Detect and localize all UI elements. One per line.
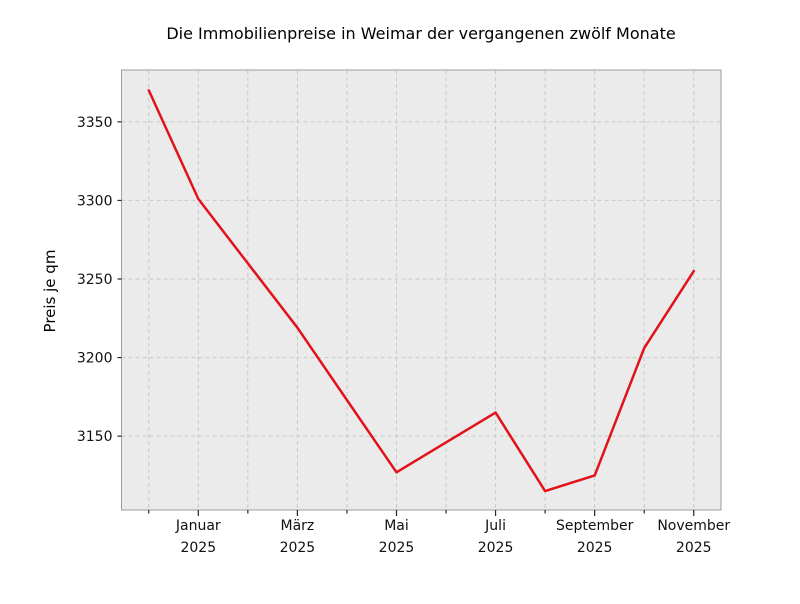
chart-title: Die Immobilienpreise in Weimar der verga…	[166, 24, 676, 43]
x-tick-label-year: 2025	[180, 540, 216, 556]
x-tick-label-year: 2025	[379, 540, 415, 556]
y-tick-label: 3200	[77, 351, 113, 367]
y-tick-label: 3300	[77, 193, 113, 209]
x-tick-label-month: März	[281, 518, 315, 534]
x-tick-label-year: 2025	[676, 540, 712, 556]
price-line	[147, 89, 696, 493]
plot-area	[121, 70, 721, 510]
x-tick-label-month: September	[556, 518, 634, 534]
x-tick-label-month: Januar	[175, 518, 221, 534]
y-tick-label: 3350	[77, 115, 113, 131]
x-tick-label-year: 2025	[577, 540, 613, 556]
plot-border	[121, 69, 722, 511]
x-tick-label-month: Juli	[484, 518, 506, 534]
x-tick-label-month: Mai	[384, 518, 409, 534]
y-tick-label: 3250	[77, 272, 113, 288]
x-tick-label-year: 2025	[478, 540, 514, 556]
x-tick-label-month: November	[657, 518, 730, 534]
x-tick-label-year: 2025	[280, 540, 316, 556]
y-tick-label: 3150	[77, 429, 113, 445]
y-axis-label: Preis je qm	[41, 249, 59, 333]
